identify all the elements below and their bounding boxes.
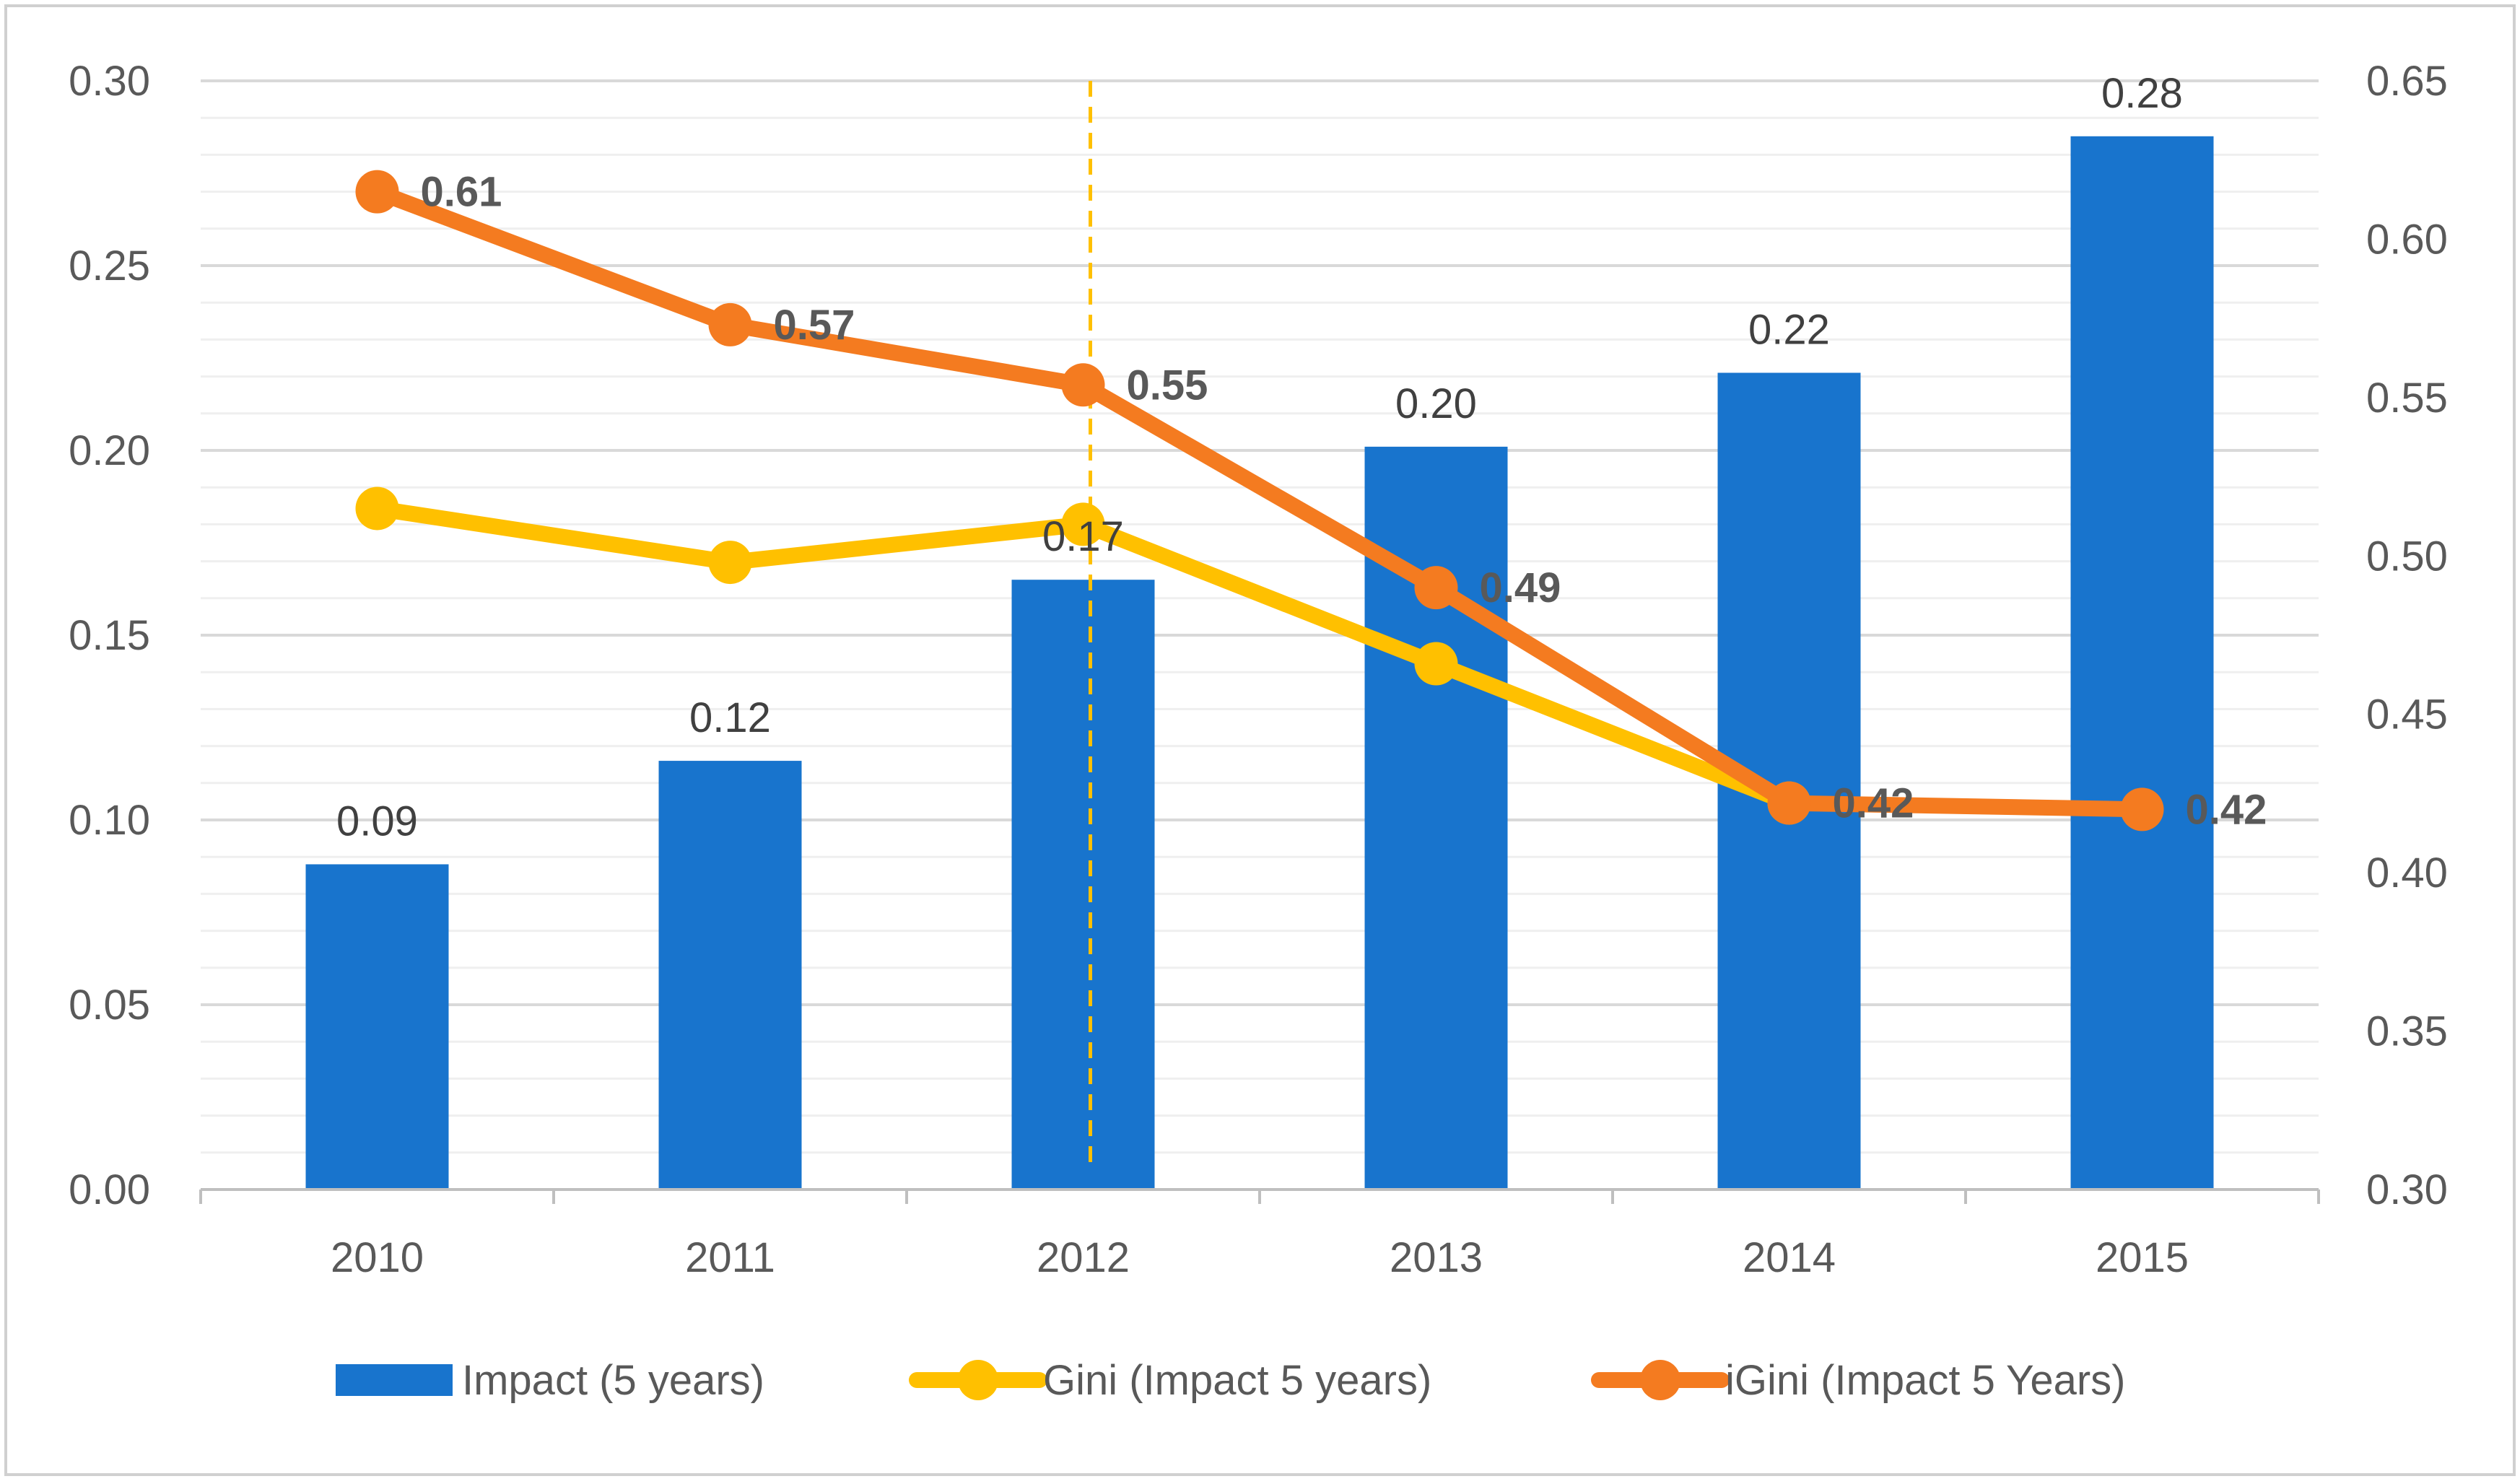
impact-bar-label: 0.20 [1395,380,1477,427]
impact-bar [658,761,802,1190]
igini-data-label: 0.42 [2186,786,2267,833]
right-axis-tick-label: 0.30 [2366,1166,2448,1213]
legend-label-igini: iGini (Impact 5 Years) [1725,1357,2125,1404]
right-axis-tick-label: 0.60 [2366,216,2448,263]
legend-marker-igini [1640,1360,1680,1400]
right-axis-ticks: 0.30 0.35 0.40 0.45 0.50 0.55 0.60 0.65 [2366,58,2448,1213]
x-axis-tick-label: 2012 [1037,1234,1130,1281]
x-axis-tick-label: 2014 [1743,1234,1836,1281]
left-axis-tick-label: 0.00 [69,1166,150,1213]
impact-bar-label: 0.28 [2101,70,2183,117]
impact-bar-label: 0.17 [1042,513,1124,560]
gini-point [355,486,399,531]
legend-swatch-impact [336,1364,453,1396]
right-axis-tick-label: 0.50 [2366,533,2448,580]
x-axis-tick-label: 2011 [685,1234,775,1281]
line-series [355,170,2164,832]
x-axis-tick-label: 2010 [331,1234,424,1281]
x-axis-tick-label: 2015 [2096,1234,2189,1281]
left-axis-tick-label: 0.15 [69,612,150,659]
left-axis-ticks: 0.00 0.05 0.10 0.15 0.20 0.25 0.30 [69,58,150,1213]
igini-point [1767,781,1811,825]
impact-bar [2070,136,2214,1190]
gini-point [1061,502,1105,546]
igini-data-label: 0.57 [774,302,855,349]
impact-bar [1011,580,1155,1190]
left-axis-tick-label: 0.20 [69,427,150,474]
right-axis-tick-label: 0.40 [2366,850,2448,896]
igini-point [1061,363,1105,407]
x-axis: 2010 2011 2012 2013 2014 2015 [199,1188,2320,1281]
impact-bar-label: 0.22 [1748,306,1830,353]
igini-point [708,302,752,346]
data-labels: 0.09 0.12 0.17 0.20 0.22 0.28 0.61 0.57 0.55 0.49… [336,70,2267,845]
minor-gridlines [201,116,2319,1154]
igini-point [2120,787,2164,832]
x-axis-tick-label: 2013 [1390,1234,1483,1281]
igini-data-label: 0.55 [1127,362,1208,409]
impact-bar-label: 0.09 [336,798,418,844]
right-axis-tick-label: 0.45 [2366,691,2448,738]
igini-data-label: 0.49 [1480,564,1561,611]
impact-bar-label: 0.12 [689,694,771,741]
right-axis-tick-label: 0.65 [2366,58,2448,105]
left-axis-tick-label: 0.10 [69,797,150,844]
gini-point [708,541,752,585]
left-axis-tick-label: 0.30 [69,58,150,105]
igini-data-label: 0.61 [421,169,502,216]
legend-label-impact: Impact (5 years) [462,1357,764,1404]
igini-line [369,183,2150,818]
igini-data-label: 0.42 [1833,780,1914,827]
left-axis-tick-label: 0.05 [69,982,150,1029]
right-axis-tick-label: 0.35 [2366,1008,2448,1055]
legend-label-gini: Gini (Impact 5 years) [1043,1357,1431,1404]
igini-point [355,170,399,214]
impact-bar [305,864,449,1190]
right-axis-tick-label: 0.55 [2366,375,2448,422]
left-axis-tick-label: 0.25 [69,243,150,289]
igini-point [1414,566,1458,610]
legend-marker-gini [958,1360,998,1400]
gini-point [1414,642,1458,686]
legend: Impact (5 years) Gini (Impact 5 years) iGi… [336,1357,2125,1404]
